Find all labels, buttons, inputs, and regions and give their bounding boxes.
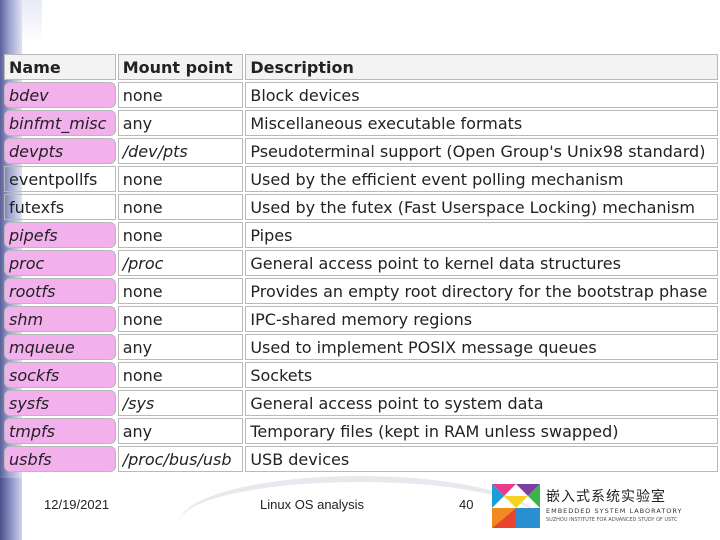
fs-name-cell: mqueue bbox=[4, 334, 116, 360]
fs-name-cell: shm bbox=[4, 306, 116, 332]
mount-point-cell: none bbox=[117, 166, 244, 192]
header-mount-point: Mount point bbox=[117, 54, 244, 80]
fs-name-cell: binfmt_misc bbox=[4, 110, 116, 136]
filesystem-table: Name Mount point Description bdev none Blo… bbox=[2, 52, 720, 474]
top-accent bbox=[22, 0, 42, 44]
fs-name-cell: tmpfs bbox=[4, 418, 116, 444]
fs-name-cell: pipefs bbox=[4, 222, 116, 248]
fs-name-cell: usbfs bbox=[4, 446, 116, 472]
description-cell: Pseudoterminal support (Open Group's Uni… bbox=[245, 138, 718, 164]
mount-point-cell: none bbox=[117, 194, 244, 220]
mount-point-cell: any bbox=[117, 334, 244, 360]
mount-point-cell: any bbox=[117, 110, 244, 136]
lab-institute: SUZHOU INSTITUTE FOR ADVANCED STUDY OF U… bbox=[546, 517, 678, 523]
table-row: usbfs/proc/bus/usb USB devices bbox=[4, 446, 718, 472]
table-row: proc/proc General access point to kernel … bbox=[4, 250, 718, 276]
description-cell: Used by the efficient event polling mech… bbox=[245, 166, 718, 192]
mount-point-cell: /proc/bus/usb bbox=[117, 446, 244, 472]
description-cell: Temporary files (kept in RAM unless swap… bbox=[245, 418, 718, 444]
table-row: tmpfs any Temporary files (kept in RAM unl… bbox=[4, 418, 718, 444]
footer-swoosh bbox=[180, 476, 540, 522]
table-row: shm none IPC-shared memory regions bbox=[4, 306, 718, 332]
table-row: pipefs none Pipes bbox=[4, 222, 718, 248]
table-row: futexfs none Used by the futex (Fast Users… bbox=[4, 194, 718, 220]
description-cell: General access point to kernel data stru… bbox=[245, 250, 718, 276]
table-row: sockfs none Sockets bbox=[4, 362, 718, 388]
fs-name-cell: rootfs bbox=[4, 278, 116, 304]
footer-title: Linux OS analysis bbox=[260, 497, 365, 512]
description-cell: Used by the futex (Fast Userspace Lockin… bbox=[245, 194, 718, 220]
table-row: bdev none Block devices bbox=[4, 82, 718, 108]
mount-point-cell: none bbox=[117, 222, 244, 248]
header-description: Description bbox=[245, 54, 718, 80]
table-row: eventpollfs none Used by the efficient eve… bbox=[4, 166, 718, 192]
mount-point-cell: none bbox=[117, 278, 244, 304]
mount-point-cell: none bbox=[117, 82, 244, 108]
table-row: devpts/dev/pts Pseudoterminal support (Op… bbox=[4, 138, 718, 164]
description-cell: Provides an empty root directory for the… bbox=[245, 278, 718, 304]
lab-name-chinese: 嵌入式系统实验室 bbox=[546, 489, 666, 505]
table-row: rootfs none Provides an empty root directo… bbox=[4, 278, 718, 304]
description-cell: Used to implement POSIX message queues bbox=[245, 334, 718, 360]
mount-point-cell: /sys bbox=[117, 390, 244, 416]
mount-point-cell: any bbox=[117, 418, 244, 444]
left-decor-stripe-bottom bbox=[0, 478, 22, 540]
table-row: binfmt_misc any Miscellaneous executable f… bbox=[4, 110, 718, 136]
table-row: mqueue any Used to implement POSIX message… bbox=[4, 334, 718, 360]
description-cell: USB devices bbox=[245, 446, 718, 472]
footer-date: 12/19/2021 bbox=[44, 497, 110, 512]
mount-point-cell: none bbox=[117, 362, 244, 388]
mount-point-cell: /dev/pts bbox=[117, 138, 244, 164]
description-cell: IPC-shared memory regions bbox=[245, 306, 718, 332]
page-number: 40 bbox=[459, 497, 474, 512]
fs-name-cell: proc bbox=[4, 250, 116, 276]
table-header-row: Name Mount point Description bbox=[4, 54, 718, 80]
header-name: Name bbox=[4, 54, 116, 80]
table-row: sysfs/sys General access point to system … bbox=[4, 390, 718, 416]
mount-point-cell: none bbox=[117, 306, 244, 332]
fs-name-cell: devpts bbox=[4, 138, 116, 164]
lab-name-english: EMBEDDED SYSTEM LABORATORY bbox=[546, 507, 683, 515]
description-cell: Sockets bbox=[245, 362, 718, 388]
description-cell: Pipes bbox=[245, 222, 718, 248]
description-cell: Miscellaneous executable formats bbox=[245, 110, 718, 136]
fs-name-cell: bdev bbox=[4, 82, 116, 108]
description-cell: General access point to system data bbox=[245, 390, 718, 416]
fs-name-cell: sockfs bbox=[4, 362, 116, 388]
tangram-logo-icon bbox=[492, 484, 540, 528]
fs-name-cell: futexfs bbox=[4, 194, 116, 220]
fs-name-cell: sysfs bbox=[4, 390, 116, 416]
description-cell: Block devices bbox=[245, 82, 718, 108]
mount-point-cell: /proc bbox=[117, 250, 244, 276]
fs-name-cell: eventpollfs bbox=[4, 166, 116, 192]
